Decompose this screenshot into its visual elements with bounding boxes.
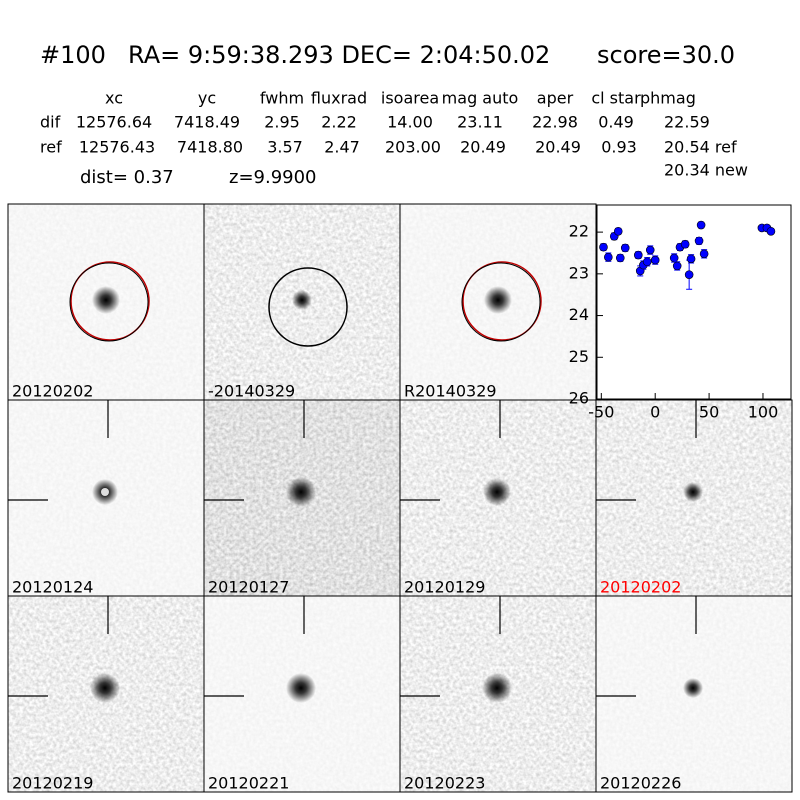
- y-tick-label: 26: [569, 389, 589, 408]
- point: [642, 257, 652, 267]
- point: [694, 236, 704, 246]
- y-tick-label: 25: [569, 347, 589, 366]
- source: [90, 673, 120, 703]
- table-cell: 12576.64: [76, 113, 152, 132]
- table-cell: 7418.80: [177, 138, 243, 157]
- point: [645, 245, 655, 255]
- stamp-label: 20120221: [208, 774, 289, 793]
- aperture: [70, 261, 150, 341]
- point: [620, 243, 630, 253]
- table-cell: 2.47: [324, 138, 360, 157]
- source: [483, 478, 511, 506]
- stamp-label: -20140329: [208, 382, 295, 401]
- y-tick-label: 23: [569, 263, 589, 282]
- point: [615, 253, 625, 263]
- phmag-new: 20.34 new: [664, 161, 748, 180]
- x-tick-label: -50: [588, 403, 614, 422]
- column-header: aper: [537, 89, 574, 108]
- stamp-label: 20120202: [600, 578, 681, 597]
- table-cell: 14.00: [387, 113, 433, 132]
- point: [680, 239, 690, 249]
- dist: dist= 0.37: [80, 167, 174, 188]
- stamp-label: 20120219: [12, 774, 93, 793]
- plot-frame: [596, 204, 792, 400]
- source: [482, 673, 512, 703]
- point: [686, 254, 696, 264]
- y-tick-label: 24: [569, 305, 589, 324]
- stamp-label: 20120202: [12, 382, 93, 401]
- point: [684, 270, 694, 279]
- score: score=30.0: [597, 41, 735, 69]
- point: [604, 252, 613, 262]
- point: [672, 261, 682, 271]
- redshift: z=9.9900: [229, 167, 317, 188]
- table-cell: 2.95: [264, 113, 300, 132]
- source: [292, 290, 312, 310]
- table-cell: 22.59: [664, 113, 710, 132]
- source: [683, 678, 703, 698]
- point: [599, 242, 608, 252]
- table-cell: 12576.43: [79, 138, 155, 157]
- table-cell: 20.49: [535, 138, 581, 157]
- table-cell: 7418.49: [174, 113, 240, 132]
- table-cell: 22.98: [532, 113, 578, 132]
- point: [699, 249, 709, 259]
- column-header: cl star: [591, 89, 641, 108]
- source: [683, 482, 703, 502]
- column-header: isoarea: [381, 89, 439, 108]
- table-cell: 3.57: [267, 138, 303, 157]
- source: [286, 673, 316, 703]
- y-tick-label: 22: [569, 222, 589, 241]
- point: [633, 250, 643, 260]
- row-label: dif: [40, 113, 61, 132]
- stamp-label: 20120124: [12, 578, 93, 597]
- point: [696, 220, 706, 230]
- stamp-label: R20140329: [404, 382, 497, 401]
- row-label: ref: [40, 138, 62, 157]
- point: [669, 253, 679, 263]
- table-cell: 23.11: [457, 113, 503, 132]
- column-header: phmag: [640, 89, 696, 108]
- object-id: #100: [40, 41, 106, 69]
- table-cell: 2.22: [321, 113, 357, 132]
- point: [650, 255, 660, 265]
- point: [613, 226, 623, 236]
- x-tick-label: 0: [650, 403, 660, 422]
- stamp-label: 20120223: [404, 774, 485, 793]
- source: [286, 477, 316, 507]
- source-core: [101, 488, 109, 496]
- table-cell: 20.54 ref: [664, 138, 737, 157]
- column-header: xc: [105, 89, 123, 108]
- column-header: mag auto: [442, 89, 519, 108]
- source: [484, 286, 512, 314]
- table-cell: 203.00: [385, 138, 441, 157]
- table-cell: 20.49: [460, 138, 506, 157]
- plot-area: [597, 205, 791, 399]
- aperture: [268, 267, 348, 347]
- coordinates: RA= 9:59:38.293 DEC= 2:04:50.02: [128, 41, 550, 69]
- aperture-outline: [69, 262, 149, 342]
- column-header: fluxrad: [311, 89, 367, 108]
- stamp-label: 20120226: [600, 774, 681, 793]
- stamp-frame: [595, 595, 793, 793]
- stamp-label: 20120127: [208, 578, 289, 597]
- stamp-label: 20120129: [404, 578, 485, 597]
- aperture-outline: [461, 262, 541, 342]
- table-cell: 0.93: [601, 138, 637, 157]
- column-header: fwhm: [260, 89, 304, 108]
- point: [766, 226, 776, 236]
- x-tick-label: 50: [699, 403, 719, 422]
- x-tick-label: 100: [748, 403, 779, 422]
- aperture: [462, 261, 542, 341]
- column-header: yc: [198, 89, 216, 108]
- table-cell: 0.49: [598, 113, 634, 132]
- source: [92, 286, 120, 314]
